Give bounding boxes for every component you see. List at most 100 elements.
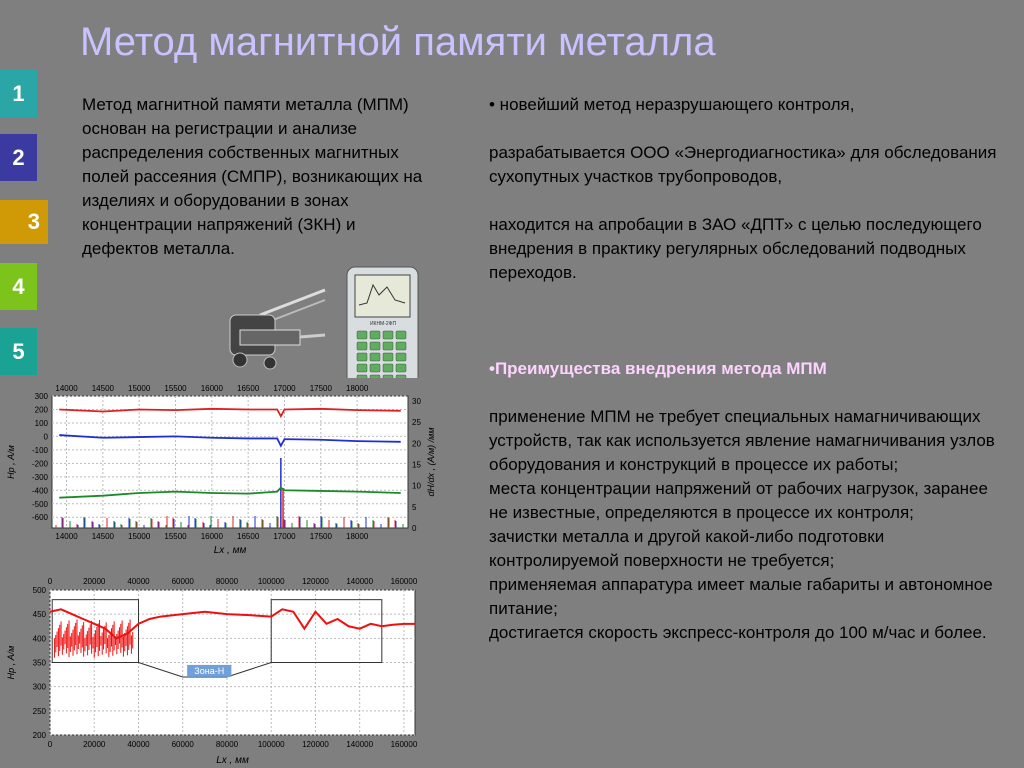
x-tick-label: 60000 — [172, 740, 195, 749]
y-tick-label: -600 — [32, 513, 49, 522]
device-key — [369, 352, 381, 362]
x-tick-label: 17500 — [310, 532, 333, 541]
x-tick-label-top: 18000 — [346, 384, 369, 393]
magnetic-field-chart-2: 5004504003503002502000020000200004000040… — [0, 572, 445, 768]
advantage-item: зачистки металла и другой какой-либо под… — [489, 527, 885, 570]
advantage-item: места концентрации напряжений от рабочих… — [489, 479, 988, 522]
y-tick-label: 300 — [33, 683, 47, 692]
y-tick-label: -400 — [32, 486, 49, 495]
method-description: Метод магнитной памяти металла (МПМ) осн… — [82, 95, 423, 258]
nav-tab-2[interactable]: 2 — [0, 134, 37, 181]
y-right-tick-label: 10 — [412, 482, 421, 491]
nav-tab-5[interactable]: 5 — [0, 328, 37, 375]
y-tick-label: 250 — [33, 707, 47, 716]
x-tick-label-top: 15000 — [128, 384, 151, 393]
x-tick-label-top: 160000 — [391, 577, 418, 586]
y-tick-label: 0 — [44, 432, 49, 441]
x-tick-label: 15500 — [164, 532, 187, 541]
x-tick-label: 17000 — [273, 532, 296, 541]
x-tick-label-top: 16000 — [201, 384, 224, 393]
bullet-newest-method: • новейший метод неразрушающего контроля… — [489, 95, 855, 114]
x-tick-label-top: 16500 — [237, 384, 260, 393]
x-tick-label: 18000 — [346, 532, 369, 541]
y-axis-label: Hp , А/м — [6, 646, 16, 680]
device-key — [395, 341, 407, 351]
device-key — [382, 363, 394, 373]
zoom-box-right — [270, 599, 383, 663]
x-axis-label: Lx , мм — [214, 545, 247, 556]
x-tick-label-top: 140000 — [346, 577, 373, 586]
x-tick-label-top: 40000 — [127, 577, 150, 586]
y-right-tick-label: 20 — [412, 439, 421, 448]
chart-series-line — [49, 608, 415, 640]
x-tick-label-top: 14000 — [55, 384, 78, 393]
nav-tab-4[interactable]: 4 — [0, 263, 37, 310]
device-key — [356, 352, 368, 362]
paragraph-developer: разрабатывается ООО «Энергодиагностика» … — [489, 143, 997, 186]
nav-tab-1[interactable]: 1 — [0, 70, 37, 117]
y-right-tick-label: 30 — [412, 397, 421, 406]
device-key — [382, 352, 394, 362]
x-tick-label: 80000 — [216, 740, 239, 749]
x-tick-label: 14000 — [55, 532, 78, 541]
y-tick-label: 200 — [33, 731, 47, 740]
y-tick-label: -200 — [32, 459, 49, 468]
zone-label-bg — [187, 664, 232, 677]
y-tick-label: 500 — [33, 586, 47, 595]
nav-tab-label: 3 — [27, 209, 40, 234]
x-tick-label-top: 0 — [48, 577, 53, 586]
device-key — [356, 341, 368, 351]
x-axis-label: Lx , мм — [216, 755, 249, 766]
y-tick-label: 100 — [35, 419, 49, 428]
device-key — [395, 363, 407, 373]
x-tick-label-top: 14500 — [92, 384, 115, 393]
y-right-tick-label: 15 — [412, 461, 421, 470]
x-tick-label-top: 17000 — [273, 384, 296, 393]
right-column: • новейший метод неразрушающего контроля… — [489, 93, 1009, 645]
advantage-item: достигается скорость экспресс-контроля д… — [489, 623, 987, 642]
x-tick-label: 160000 — [391, 740, 418, 749]
x-tick-label-top: 80000 — [216, 577, 239, 586]
zoom-box-left — [51, 599, 139, 663]
nav-tab-label: 2 — [12, 144, 25, 170]
device-key — [356, 330, 368, 340]
x-tick-label: 140000 — [346, 740, 373, 749]
device-key — [395, 330, 407, 340]
y-tick-label: -100 — [32, 446, 49, 455]
x-tick-label: 120000 — [302, 740, 329, 749]
x-tick-label: 0 — [48, 740, 53, 749]
y-tick-label: 450 — [33, 610, 47, 619]
slide-title: Метод магнитной памяти металла — [80, 20, 716, 64]
nav-tab-3[interactable]: 3 — [0, 200, 48, 244]
nav-tab-label: 5 — [12, 338, 25, 364]
x-tick-label: 15000 — [128, 532, 151, 541]
y-tick-label: -500 — [32, 500, 49, 509]
device-screen-label: ИКНМ-2ФП — [370, 321, 397, 327]
y-tick-label: -300 — [32, 473, 49, 482]
y-axis-label: Hp , А/м — [6, 445, 16, 479]
device-key — [382, 330, 394, 340]
y-tick-label: 350 — [33, 659, 47, 668]
y-tick-label: 200 — [35, 405, 49, 414]
sensor-probe-image — [220, 285, 330, 375]
advantages-heading: •Преимущества внедрения метода МПМ — [489, 359, 827, 378]
chart-series-line — [59, 407, 401, 419]
device-key — [369, 363, 381, 373]
x-tick-label: 20000 — [83, 740, 106, 749]
x-tick-label: 14500 — [92, 532, 115, 541]
x-tick-label: 16500 — [237, 532, 260, 541]
device-key — [369, 330, 381, 340]
paragraph-approbation: находится на апробации в ЗАО «ДПТ» с цел… — [489, 215, 982, 282]
magnetic-field-chart-1: 3002001000-100-200-300-400-500-600140001… — [0, 378, 445, 558]
y-tick-label: 400 — [33, 634, 47, 643]
zone-annotation: Зона-Н — [194, 666, 224, 676]
x-tick-label: 100000 — [258, 740, 285, 749]
x-tick-label: 40000 — [127, 740, 150, 749]
x-tick-label-top: 120000 — [302, 577, 329, 586]
x-tick-label: 16000 — [201, 532, 224, 541]
chart-series-line — [59, 486, 401, 499]
chart-series-line — [59, 434, 401, 448]
nav-tab-label: 4 — [12, 273, 25, 299]
x-tick-label-top: 100000 — [258, 577, 285, 586]
nav-tab-label: 1 — [12, 80, 25, 106]
